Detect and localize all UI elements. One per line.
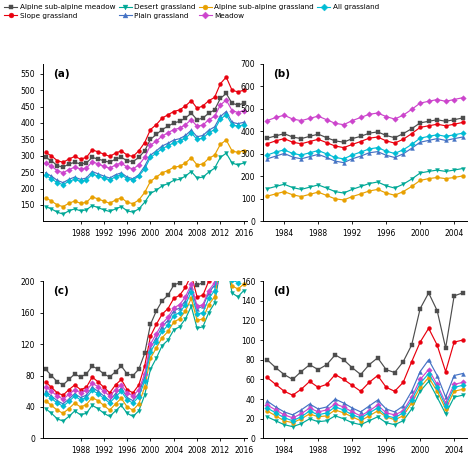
Text: (b): (b) (273, 69, 290, 79)
Text: (d): (d) (273, 286, 290, 296)
Legend: Alpine sub-alpine meadow, Slope grassland, Desert grassland, Plain grassland, Al: Alpine sub-alpine meadow, Slope grasslan… (4, 4, 380, 19)
Text: (c): (c) (53, 286, 69, 296)
Text: (a): (a) (53, 69, 70, 79)
